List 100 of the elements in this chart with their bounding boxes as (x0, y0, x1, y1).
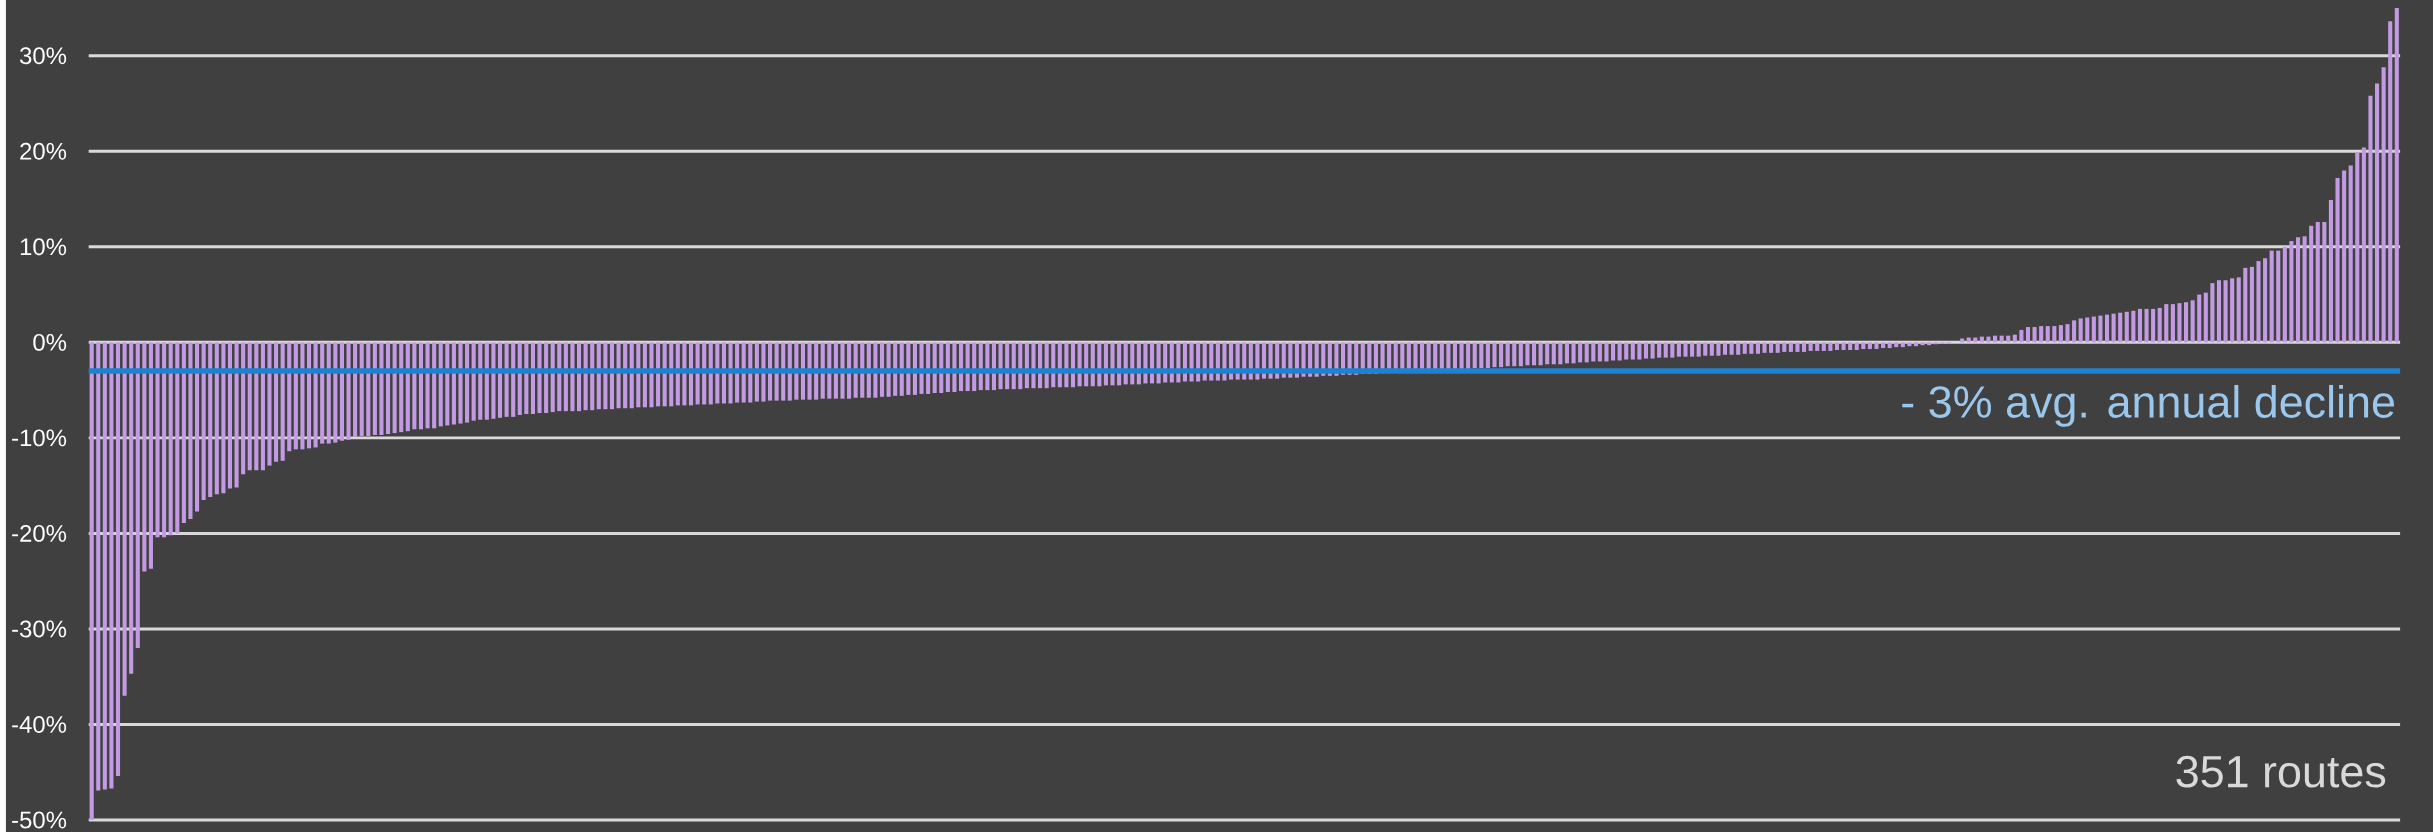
bar (1986, 336, 1991, 343)
y-tick-label: 30% (19, 47, 67, 65)
bar (2012, 334, 2017, 343)
bar (1703, 342, 1708, 356)
bar (484, 342, 489, 420)
bar (2144, 309, 2149, 343)
bar (517, 342, 522, 416)
bar (2104, 314, 2110, 343)
bar (1643, 342, 1649, 359)
bar (2157, 308, 2162, 343)
bar (392, 342, 397, 434)
bar (1611, 342, 1616, 361)
y-tick-label: 20% (20, 143, 67, 160)
bar (649, 342, 654, 408)
ref-line-label: - 3% avg. annual decline (1902, 385, 2394, 428)
bar (188, 342, 193, 520)
y-tick-label: -50% (12, 811, 67, 829)
bar (353, 342, 358, 438)
bar (1472, 342, 1477, 369)
bar (2289, 241, 2294, 343)
bar (1558, 342, 1563, 365)
bar (577, 342, 582, 412)
bar (550, 342, 555, 413)
bar (1690, 342, 1695, 357)
bar (2216, 280, 2222, 343)
bar (274, 342, 279, 462)
bar (1755, 342, 1760, 355)
bar (2190, 300, 2195, 343)
bar (2256, 261, 2261, 343)
bar (412, 342, 417, 430)
bar (2342, 170, 2347, 343)
bar (1670, 342, 1675, 358)
bar (313, 342, 318, 448)
bar (346, 342, 351, 440)
bar (537, 342, 542, 414)
bar (1551, 342, 1556, 365)
bar (1821, 342, 1826, 352)
bar (1841, 342, 1846, 351)
bar (2375, 83, 2380, 343)
bar (148, 342, 153, 569)
bar (2170, 304, 2175, 343)
bar (2249, 267, 2254, 343)
bar (1894, 342, 1899, 348)
bar (1512, 342, 1517, 367)
bar (2078, 318, 2083, 343)
bar (168, 342, 173, 536)
bar (471, 342, 476, 421)
bar (425, 342, 430, 429)
bar (122, 342, 127, 697)
bar (254, 342, 259, 471)
bar (1762, 342, 1767, 354)
bar (1795, 342, 1800, 353)
bar (1604, 342, 1609, 362)
bar (1518, 342, 1523, 367)
bar (2065, 324, 2070, 343)
bar (2394, 8, 2399, 343)
bar (2111, 313, 2116, 343)
bar (451, 342, 456, 425)
bar (379, 342, 384, 436)
bar (544, 342, 549, 414)
bar (1854, 342, 1859, 351)
bar (1775, 342, 1780, 354)
bar (399, 342, 404, 433)
bar (1663, 342, 1668, 358)
bar (267, 342, 272, 466)
bar (1920, 342, 1925, 346)
bar (333, 342, 338, 443)
bar (195, 342, 200, 512)
bar (1802, 342, 1807, 353)
bar (465, 342, 470, 423)
bar (919, 342, 924, 395)
bar (234, 342, 239, 488)
bar (2210, 283, 2215, 343)
bar (530, 342, 535, 415)
bar (2368, 96, 2373, 343)
bar (135, 342, 140, 649)
bar (2052, 326, 2057, 343)
bar (287, 342, 292, 452)
bar (339, 342, 344, 441)
bar (1716, 342, 1721, 356)
bar (1874, 342, 1879, 350)
bar (1630, 342, 1635, 360)
bar (583, 342, 588, 411)
y-tick-label: -10% (12, 429, 67, 447)
bar (1492, 342, 1497, 368)
bar (1848, 342, 1853, 351)
bar (728, 342, 733, 404)
bar (438, 342, 443, 427)
bar (2025, 327, 2031, 343)
bar (1828, 342, 1833, 352)
bar (96, 342, 101, 791)
bar (2151, 309, 2156, 343)
bar (1617, 342, 1622, 361)
bar (300, 342, 305, 450)
bar (2118, 312, 2123, 343)
bar (1736, 342, 1741, 355)
bar (1591, 342, 1596, 362)
bar (2223, 280, 2228, 343)
bar (2355, 152, 2360, 343)
bar (2236, 277, 2241, 343)
